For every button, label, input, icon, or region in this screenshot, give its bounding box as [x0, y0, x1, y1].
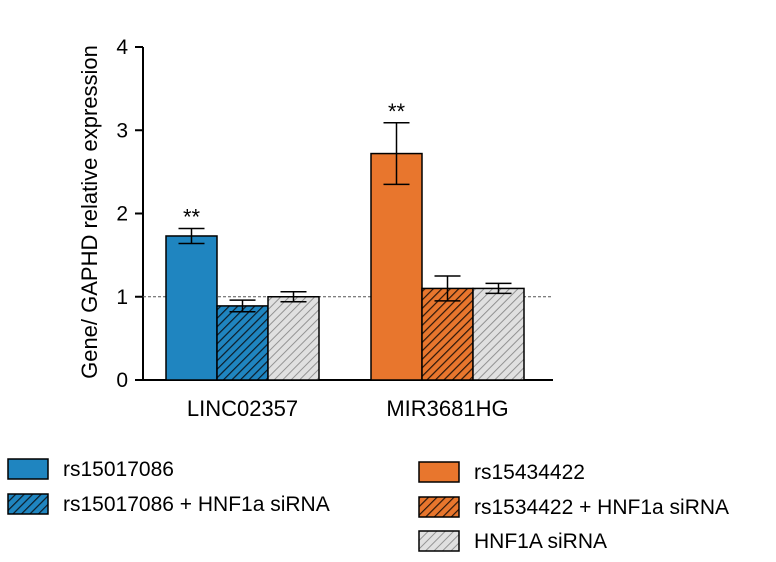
bar: [165, 235, 218, 381]
legend-swatch: [418, 461, 460, 483]
bar: [370, 152, 423, 381]
y-axis-label: Gene/ GAPHD relative expression: [77, 45, 102, 379]
y-tick-label: 1: [116, 286, 128, 309]
legend-label: HNF1A siRNA: [474, 530, 607, 553]
x-tick-label: MIR3681HG: [386, 396, 508, 421]
legend-label: rs1534422 + HNF1a siRNA: [474, 496, 729, 519]
y-tick-label: 0: [116, 369, 128, 392]
legend-swatch: [418, 496, 460, 518]
bar: [216, 305, 269, 381]
legend-swatch: [7, 493, 49, 515]
y-tick-label: 4: [116, 36, 128, 59]
bars: ** LINC02357 ** MIR3681HG: [165, 99, 525, 421]
significance-label: **: [183, 204, 201, 229]
legend-swatch: [418, 530, 460, 552]
bar: [267, 296, 320, 381]
significance-label: **: [388, 99, 406, 124]
bar: [421, 287, 474, 381]
legend-swatch: [7, 458, 49, 480]
legend-label: rs15434422: [474, 461, 585, 484]
x-tick-label: LINC02357: [187, 396, 298, 421]
bar: [472, 287, 525, 381]
legend-label: rs15017086: [63, 458, 174, 481]
legend: rs15017086 rs15017086 + HNF1a siRNA rs1543…: [7, 458, 729, 553]
y-tick-label: 2: [116, 203, 128, 226]
legend-label: rs15017086 + HNF1a siRNA: [63, 493, 330, 516]
y-tick-label: 3: [116, 119, 128, 142]
